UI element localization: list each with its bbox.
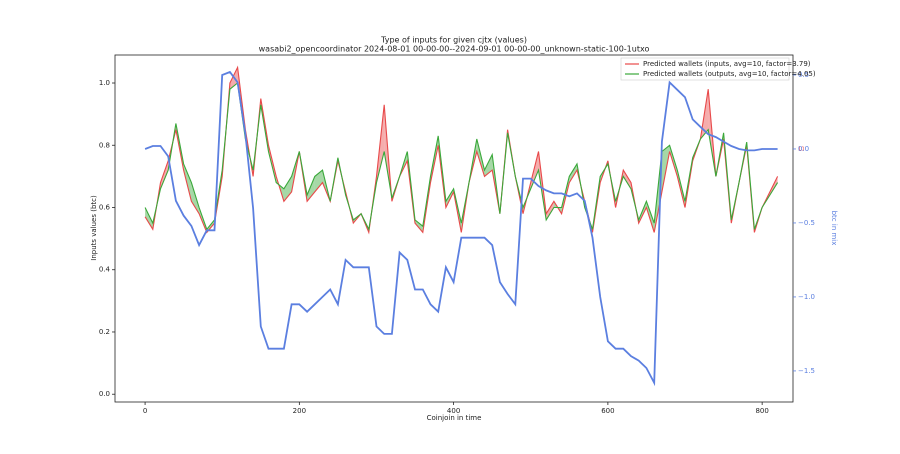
fill-between [283, 176, 292, 202]
legend: Predicted wallets (inputs, avg=10, facto… [620, 57, 816, 81]
fill-between [145, 207, 153, 230]
x-axis-label: Coinjoin in time [427, 414, 482, 422]
x-tick-label: 200 [293, 407, 306, 415]
series-line [144, 70, 778, 387]
y2-axis-label: btc in mix [830, 211, 838, 246]
y2-tick-label: −1.0 [798, 293, 815, 301]
legend-label: Predicted wallets (inputs, avg=10, facto… [643, 60, 811, 68]
x-tick-label: 0 [143, 407, 147, 415]
y-tick-label: 0.0 [99, 390, 110, 398]
y-tick-label: 0.4 [99, 266, 111, 274]
y2-tick-label: 0.5 [798, 71, 809, 79]
x-tick-label: 400 [447, 407, 460, 415]
fill-between [484, 154, 493, 177]
y-tick-label: 1.0 [99, 79, 110, 87]
chart-subtitle: wasabi2_opencoordinator 2024-08-01 00-00… [259, 45, 650, 54]
series-line [144, 81, 779, 232]
fill-between [546, 201, 554, 220]
fill-between [569, 163, 578, 183]
chart-title: Type of inputs for given cjtx (values) [380, 36, 527, 45]
x-tick-label: 800 [755, 407, 768, 415]
fill-between [307, 176, 315, 202]
y2-tick-label: 0.0 [798, 145, 809, 153]
y-tick-label: 0.6 [99, 203, 111, 211]
y-tick-label: 0.8 [99, 141, 110, 149]
y-axis-label: Inputs values (btc) [90, 195, 98, 261]
y2-tick-label: −1.5 [798, 367, 815, 375]
legend-box [620, 57, 790, 81]
y2-tick-label: −0.5 [798, 219, 815, 227]
plot-frame [114, 54, 794, 403]
fill-between [314, 170, 323, 192]
fill-between [623, 170, 632, 189]
y-tick-label: 0.2 [99, 328, 110, 336]
x-tick-label: 600 [601, 407, 614, 415]
legend-label: Predicted wallets (outputs, avg=10, fact… [643, 70, 816, 78]
extra-tick-label: 10 [798, 147, 804, 153]
